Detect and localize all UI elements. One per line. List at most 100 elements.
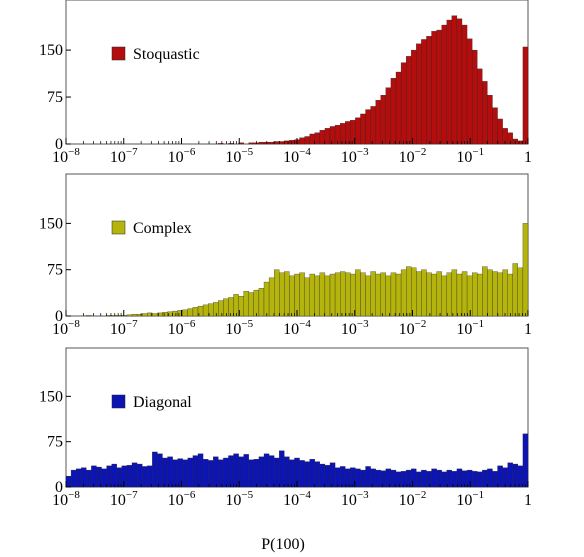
diagonal-bar [106,465,112,488]
complex-bar [345,272,351,317]
diagonal-bar [497,465,503,488]
diagonal-bar [182,459,189,488]
stoquastic-bar [446,19,452,145]
complex-bar [141,313,148,317]
diagonal-bar [202,459,209,488]
diagonal-bar [487,468,493,488]
diagonal-x-tick-label: 10−7 [110,489,138,509]
stoquastic-bar [416,43,422,145]
stoquastic-y-tick-label: 75 [47,89,63,106]
diagonal-bar [284,456,290,488]
stoquastic-x-tick-label: 1 [524,149,532,166]
diagonal-bar [436,469,442,488]
diagonal-bar [324,465,331,488]
complex-bar [294,273,300,317]
stoquastic-x-tick-label: 10−3 [341,146,369,166]
diagonal-bar [411,468,417,488]
diagonal-bar [121,465,128,488]
complex-bar [248,292,255,317]
complex-bar [177,310,183,317]
diagonal-bar [309,459,315,488]
diagonal-bar [218,459,224,488]
complex-y-tick-label: 150 [39,215,63,232]
diagonal-bar [416,471,422,488]
diagonal-bar [426,471,432,488]
complex-bar [487,269,493,317]
complex-bar [375,273,381,317]
complex-x-tick-label: 10−7 [110,318,138,338]
diagonal-y-tick-label: 150 [39,388,63,405]
complex-bar [461,271,468,317]
complex-bar [152,313,158,317]
complex-bar [385,275,392,317]
complex-bar [258,288,265,317]
complex-bar [263,281,270,317]
stoquastic-bar [522,46,529,145]
complex-bar [162,312,168,317]
stoquastic-bar [218,143,224,145]
complex-x-tick-label: 10−8 [52,318,80,338]
diagonal-x-tick-label: 10−6 [168,489,196,509]
diagonal-bar [207,460,214,488]
stoquastic-bar [431,31,437,145]
stoquastic-bar [482,81,488,145]
complex-bar [466,275,473,317]
stoquastic-bar [258,141,265,145]
diagonal-legend-label: Diagonal [133,394,192,411]
stoquastic-x-tick-label: 10−5 [225,146,253,166]
diagonal-bar [273,457,280,488]
stoquastic-bar [268,141,275,145]
complex-bar [187,308,194,317]
complex-y-tick-label: 75 [47,262,63,279]
diagonal-bar [101,468,107,488]
diagonal-bar [187,457,194,488]
stoquastic-bar [380,95,386,145]
stoquastic-y-tick-label: 0 [55,136,63,153]
complex-bar [268,277,275,317]
complex-bar [395,273,402,317]
stoquastic-bar [304,136,310,145]
complex-bar [517,267,524,317]
diagonal-bar [248,459,255,488]
diagonal-bar [441,471,447,488]
complex-bar [405,266,412,317]
complex-bar [324,275,331,317]
complex-bar [86,315,92,317]
diagonal-bar [253,459,260,488]
complex-bar [360,272,366,317]
stoquastic-bar [487,95,493,145]
diagonal-bar [299,460,305,488]
complex-bar [304,277,310,317]
stoquastic-x-tick-label: 10−4 [283,146,311,166]
diagonal-bar [162,457,168,488]
complex-legend-swatch [111,220,126,235]
stoquastic-bar [395,71,402,145]
stoquastic-bar [421,39,427,145]
diagonal-bar [314,461,320,488]
stoquastic-bar [411,49,417,145]
complex-bar [400,269,407,317]
complex-bar [365,275,371,317]
stoquastic-x-tick-label: 10−1 [456,146,484,166]
stoquastic-bar [284,140,290,145]
diagonal-bar [228,455,234,488]
diagonal-x-tick-label: 10−4 [283,489,311,509]
diagonal-y-tick-label: 0 [55,479,63,496]
stoquastic-x-tick-label: 10−6 [168,146,196,166]
complex-bar [507,273,513,317]
stoquastic-bar [309,133,315,145]
diagonal-bar [70,469,77,488]
diagonal-y-tick-label: 75 [47,434,63,451]
complex-bar [431,273,437,317]
stoquastic-bar [345,121,351,145]
diagonal-bar [355,468,361,488]
diagonal-bar [86,469,92,488]
diagonal-bar [471,471,478,488]
diagonal-bar [380,470,386,488]
complex-bar [284,271,290,317]
complex-bar [436,271,442,317]
complex-x-tick-label: 10−5 [225,318,253,338]
complex-bar [482,266,488,317]
stoquastic-bar [319,130,326,145]
diagonal-x-tick-label: 10−3 [341,489,369,509]
